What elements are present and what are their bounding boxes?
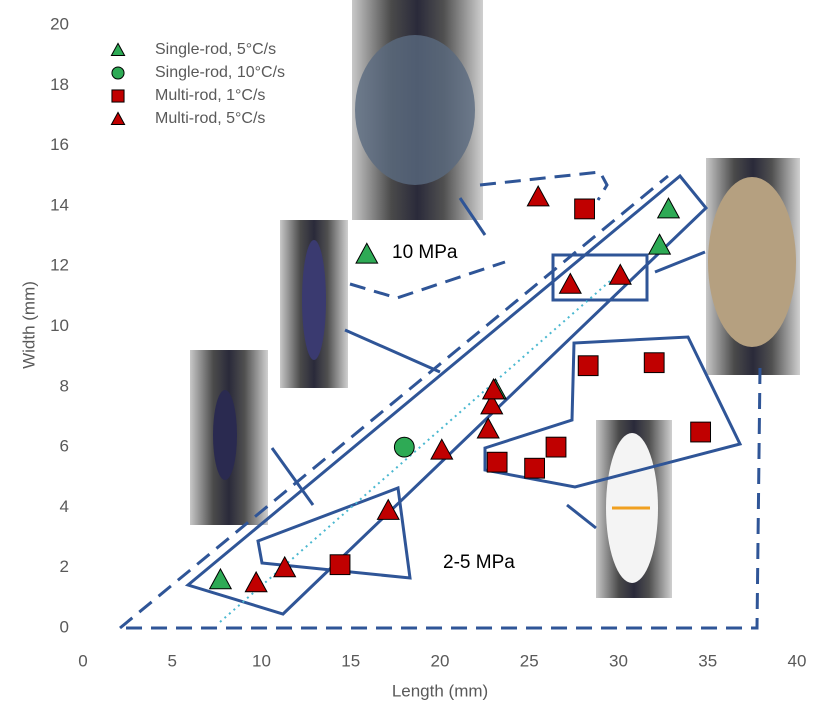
point (330, 555, 350, 575)
x-tick-label: 20 (431, 651, 450, 670)
point (210, 569, 232, 589)
chart: Width (mm) Length (mm) 10 MPa 2-5 MPa 0 5… (0, 0, 814, 714)
point (477, 418, 499, 438)
x-tick-label: 15 (341, 651, 360, 670)
legend-marker (111, 43, 124, 55)
x-tick-label: 10 (252, 651, 271, 670)
y-tick-label: 18 (50, 75, 69, 94)
y-tick-label: 8 (60, 376, 69, 395)
annotation: 2-5 MPa (443, 552, 515, 573)
legend-label: Multi-rod, 1°C/s (155, 87, 265, 104)
point (658, 198, 680, 218)
point (431, 439, 453, 459)
point (245, 572, 267, 592)
x-tick-label: 35 (698, 651, 717, 670)
point (527, 186, 549, 206)
y-tick-label: 0 (60, 617, 69, 636)
y-tick-label: 16 (50, 135, 69, 154)
x-tick-label: 0 (78, 651, 87, 670)
point (609, 264, 631, 284)
legend-marker (112, 67, 124, 79)
annotation: 10 MPa (392, 242, 458, 263)
y-tick-label: 4 (60, 497, 69, 516)
legend-marker (111, 112, 124, 124)
x-axis-label: Length (mm) (392, 681, 488, 700)
legend-label: Multi-rod, 5°C/s (155, 110, 265, 127)
x-tick-label: 25 (520, 651, 539, 670)
y-tick-label: 20 (50, 14, 69, 33)
point (644, 353, 664, 373)
x-tick-label: 40 (788, 651, 807, 670)
point (356, 243, 378, 263)
x-tick-label: 30 (609, 651, 628, 670)
point (487, 452, 507, 472)
y-tick-label: 6 (60, 437, 69, 456)
legend-label: Single-rod, 5°C/s (155, 41, 276, 58)
point (377, 500, 399, 520)
legend-label: Single-rod, 10°C/s (155, 64, 285, 81)
point (560, 273, 582, 293)
y-axis-label: Width (mm) (19, 281, 38, 369)
point (575, 199, 595, 219)
y-tick-label: 10 (50, 316, 69, 335)
legend-marker (112, 90, 124, 102)
y-tick-label: 14 (50, 195, 69, 214)
y-tick-label: 2 (60, 557, 69, 576)
point (394, 437, 414, 457)
point (578, 356, 598, 376)
point (546, 437, 566, 457)
y-tick-label: 12 (50, 256, 69, 275)
point (691, 422, 711, 442)
x-tick-label: 5 (168, 651, 177, 670)
point (525, 458, 545, 478)
